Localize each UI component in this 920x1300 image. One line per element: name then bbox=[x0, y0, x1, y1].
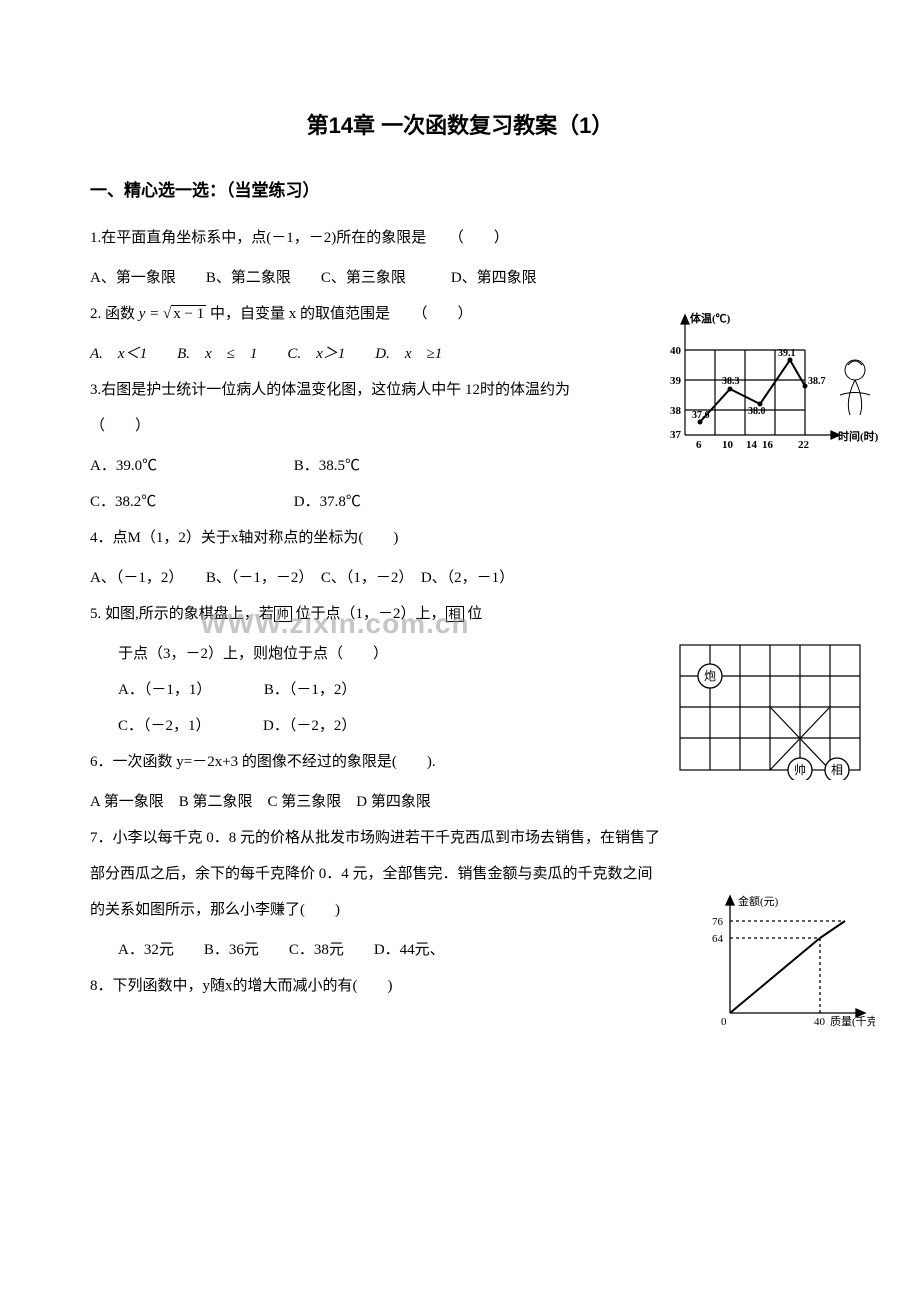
q5-l1b: 位于点（1，－2）上， bbox=[296, 606, 446, 622]
xiang-box: 相 bbox=[446, 606, 464, 622]
svg-text:14: 14 bbox=[746, 439, 758, 451]
q2-post: 中，自变量 x 的取值范围是 （ ） bbox=[206, 306, 472, 322]
q3-optA: A．39.0℃ bbox=[90, 448, 290, 484]
svg-text:37.6: 37.6 bbox=[692, 410, 710, 421]
question-7: 7．小李以每千克 0．8 元的价格从批发市场购进若干千克西瓜到市场去销售，在销售… bbox=[90, 820, 660, 928]
q2-y: y = bbox=[139, 306, 163, 322]
svg-text:37: 37 bbox=[670, 429, 682, 441]
svg-text:76: 76 bbox=[712, 916, 724, 928]
svg-text:38.0: 38.0 bbox=[748, 406, 766, 417]
svg-text:帅: 帅 bbox=[794, 763, 806, 777]
svg-text:39.1: 39.1 bbox=[778, 348, 796, 359]
q3-optC: C．38.2℃ bbox=[90, 484, 290, 520]
q5-line2: 于点（3，－2）上，则炮位于点（ ） bbox=[90, 636, 648, 672]
svg-text:炮: 炮 bbox=[704, 669, 716, 683]
question-4: 4．点M（1，2）关于x轴对称点的坐标为( ) bbox=[90, 520, 830, 556]
q3-optD: D．37.8℃ bbox=[294, 494, 361, 510]
svg-text:40: 40 bbox=[814, 1016, 826, 1028]
q2-pre: 2. 函数 bbox=[90, 306, 139, 322]
temperature-chart: 体温(℃) 40 39 38 37 6 10 14 16 22 时间(时) 37… bbox=[660, 310, 885, 479]
q1-options: A、第一象限 B、第二象限 C、第三象限 D、第四象限 bbox=[90, 260, 830, 296]
sqrt-expr: √x − 1 bbox=[163, 296, 206, 332]
question-5: 5. 如图,所示的象棋盘上，若帅 位于点（1，－2）上，相 位 bbox=[90, 596, 620, 632]
svg-text:6: 6 bbox=[696, 439, 702, 451]
sales-chart: 金额(元) 76 64 0 40 质量(千克) bbox=[700, 893, 875, 1047]
svg-text:64: 64 bbox=[712, 933, 724, 945]
chess-board: 炮 帅 相 bbox=[675, 640, 865, 794]
svg-text:质量(千克): 质量(千克) bbox=[830, 1015, 875, 1028]
svg-text:38.3: 38.3 bbox=[722, 376, 740, 387]
page-title: 第14章 一次函数复习教案（1） bbox=[90, 100, 830, 153]
question-1: 1.在平面直角坐标系中，点(－1，－2)所在的象限是 （ ） bbox=[90, 220, 830, 256]
svg-text:39: 39 bbox=[670, 375, 682, 387]
svg-text:金额(元): 金额(元) bbox=[738, 894, 779, 908]
svg-text:10: 10 bbox=[722, 439, 734, 451]
svg-text:38: 38 bbox=[670, 405, 682, 417]
section-heading: 一、精心选一选：（当堂练习） bbox=[90, 171, 830, 212]
svg-text:38.7: 38.7 bbox=[808, 376, 826, 387]
q5-l1a: 5. 如图,所示的象棋盘上，若 bbox=[90, 606, 274, 622]
q5-l1c: 位 bbox=[467, 606, 482, 622]
xlabel: 时间(时) bbox=[838, 429, 879, 443]
question-3: 3.右图是护士统计一位病人的体温变化图，这位病人中午 12时的体温约为 （ ） bbox=[90, 372, 610, 444]
q3-optB: B．38.5℃ bbox=[294, 458, 360, 474]
svg-text:相: 相 bbox=[831, 763, 843, 777]
svg-text:16: 16 bbox=[762, 439, 774, 451]
ylabel: 体温(℃) bbox=[690, 311, 731, 325]
shuai-box: 帅 bbox=[274, 606, 292, 622]
radicand: x − 1 bbox=[171, 305, 206, 322]
svg-text:0: 0 bbox=[721, 1016, 727, 1028]
svg-text:40: 40 bbox=[670, 345, 682, 357]
q4-options: A、（－1，2） B、（－1，－2） C、（1，－2） D、（2，－1） bbox=[90, 560, 830, 596]
svg-text:22: 22 bbox=[798, 439, 810, 451]
q3-row2: C．38.2℃ D．37.8℃ bbox=[90, 484, 830, 520]
